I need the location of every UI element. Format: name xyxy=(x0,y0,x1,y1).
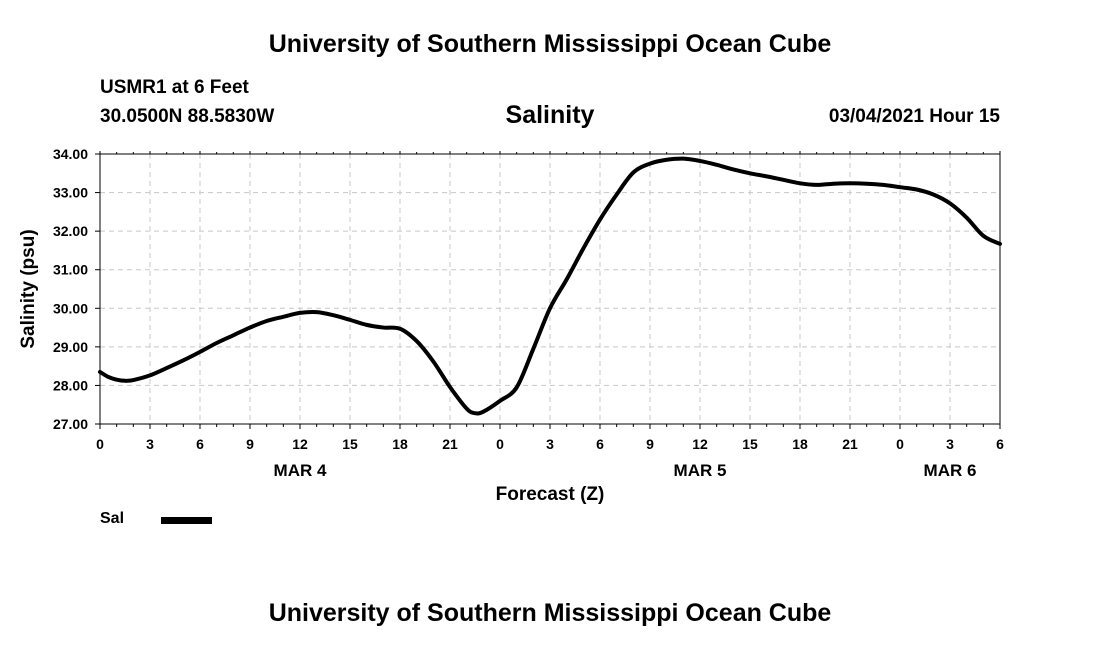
x-tick-label: 9 xyxy=(646,436,654,452)
day-label: MAR 4 xyxy=(274,461,327,480)
y-axis-label: Salinity (psu) xyxy=(18,229,39,348)
station-coordinates: 30.0500N 88.5830W xyxy=(100,106,275,127)
chart-title-bottom: University of Southern Mississippi Ocean… xyxy=(268,599,832,627)
x-tick-label: 15 xyxy=(742,436,758,452)
y-tick-label: 29.00 xyxy=(53,339,88,355)
y-tick-label: 28.00 xyxy=(53,377,88,393)
y-tick-label: 33.00 xyxy=(53,185,88,201)
x-tick-label: 3 xyxy=(146,436,154,452)
plot-frame xyxy=(99,153,1001,425)
x-tick-label: 21 xyxy=(442,436,458,452)
grid-lines xyxy=(100,154,1000,424)
x-tick-label: 6 xyxy=(196,436,204,452)
x-tick-label: 3 xyxy=(946,436,954,452)
day-label: MAR 6 xyxy=(924,461,977,480)
day-label: MAR 5 xyxy=(674,461,727,480)
x-tick-label: 12 xyxy=(692,436,708,452)
x-tick-label: 9 xyxy=(246,436,254,452)
y-tick-label: 27.00 xyxy=(53,416,88,432)
y-tick-label: 30.00 xyxy=(53,300,88,316)
x-tick-label: 0 xyxy=(896,436,904,452)
x-tick-label: 18 xyxy=(792,436,808,452)
x-tick-label: 3 xyxy=(546,436,554,452)
y-tick-label: 34.00 xyxy=(53,146,88,162)
y-tick-label: 32.00 xyxy=(53,223,88,239)
y-tick-label: 31.00 xyxy=(53,262,88,278)
x-tick-label: 18 xyxy=(392,436,408,452)
forecast-datetime: 03/04/2021 Hour 15 xyxy=(828,106,1000,127)
x-tick-label: 15 xyxy=(342,436,358,452)
x-tick-label: 0 xyxy=(96,436,104,452)
x-tick-label: 6 xyxy=(996,436,1004,452)
x-tick-label: 6 xyxy=(596,436,604,452)
x-tick-label: 12 xyxy=(292,436,308,452)
x-tick-label: 0 xyxy=(496,436,504,452)
legend-label: Sal xyxy=(100,510,125,527)
station-label: USMR1 at 6 Feet xyxy=(100,77,249,98)
x-tick-label: 21 xyxy=(842,436,858,452)
parameter-title: Salinity xyxy=(505,101,595,129)
legend-swatch xyxy=(161,517,212,524)
axis-labels: 0 3 6 9 12 15 18 21 0 3 6 9 12 15 18 21 0 3 6 27.00 28.00 29.… xyxy=(18,146,1004,505)
chart-title-top: University of Southern Mississippi Ocean… xyxy=(268,30,832,58)
series-line-sal xyxy=(98,156,1002,416)
x-axis-label: Forecast (Z) xyxy=(496,484,605,505)
